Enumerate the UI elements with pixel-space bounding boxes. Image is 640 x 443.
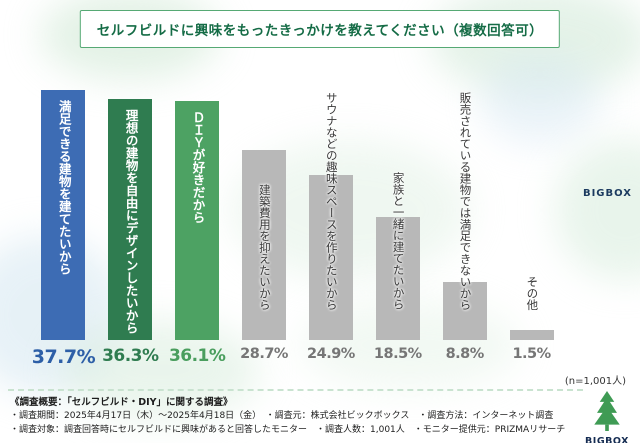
bar (442, 281, 487, 340)
bar (509, 330, 554, 340)
bar-label: ＤＩＹが好きだから (190, 110, 206, 224)
bar-value: 37.7% (31, 346, 96, 368)
bar-column: 理想の建物を自由にデザインしたいから 36.3% (97, 60, 164, 366)
bar-value: 18.5% (373, 346, 422, 362)
bar-chart: 満足できる建物を建てたいから 37.7% 理想の建物を自由にデザインしたいから … (30, 60, 565, 368)
bar-column: 満足できる建物を建てたいから 37.7% (30, 60, 97, 368)
bar-value: 24.9% (307, 346, 355, 362)
survey-overview-line: ・調査対象：調査回答時にセルフビルドに興味があると回答したモニター ・調査人数：… (10, 424, 566, 435)
survey-overview-line: ・調査期間：2025年4月17日（木）～2025年4月18日（金） ・調査元：株… (10, 411, 554, 422)
bar-column: サウナなどの趣味スペースを作りたいから 24.9% (298, 60, 365, 363)
tree-icon (594, 391, 620, 431)
bar (308, 174, 353, 340)
bar (175, 100, 220, 340)
bar-value: 28.7% (240, 346, 288, 362)
bar-label: 理想の建物を自由にデザインしたいから (123, 109, 139, 335)
brand-watermark: BIGBOX (582, 188, 632, 199)
bar-value: 36.3% (102, 346, 159, 366)
chart-title-text: セルフビルドに興味をもったきっかけを教えてください（複数回答可） (96, 23, 544, 39)
bar-column: 建築費用を抑えたいから 28.7% (231, 60, 298, 362)
bar-value: 1.5% (512, 346, 551, 362)
bar-label: 建築費用を抑えたいから (257, 183, 272, 311)
sample-size: (n=1,001人) (564, 376, 626, 387)
bar-column: ＤＩＹが好きだから 36.1% (164, 60, 231, 366)
survey-overview: 《調査概要：「セルフビルド・DIY」に関する調査》 ・調査期間：2025年4月1… (8, 389, 583, 437)
bar (375, 217, 420, 340)
watercolor-blob (60, 320, 260, 420)
bar (242, 149, 287, 340)
bar-column: その他 1.5% (498, 60, 565, 362)
bar-column: 家族と一緒に建てたいから 18.5% (364, 60, 431, 362)
bigbox-logo-text: BIGBOX (585, 436, 629, 443)
bar-column: 販売されている建物では満足できないから 8.8% (431, 60, 498, 362)
watercolor-blob (480, 55, 600, 145)
bar-label: 販売されている建物では満足できないから (458, 91, 473, 311)
bar-value: 36.1% (168, 346, 226, 366)
bigbox-logo: BIGBOX (579, 391, 635, 443)
bar-label: その他 (525, 275, 540, 311)
bar (108, 99, 153, 340)
bar-value: 8.8% (445, 346, 485, 362)
survey-overview-heading: 《調査概要：「セルフビルド・DIY」に関する調査》 (10, 397, 233, 408)
bar-label: 家族と一緒に建てたいから (391, 172, 406, 310)
bar (41, 90, 86, 340)
bar-label: 満足できる建物を建てたいから (56, 100, 72, 275)
bar-label: サウナなどの趣味スペースを作りたいから (324, 91, 339, 311)
chart-title: セルフビルドに興味をもったきっかけを教えてください（複数回答可） (79, 10, 561, 48)
